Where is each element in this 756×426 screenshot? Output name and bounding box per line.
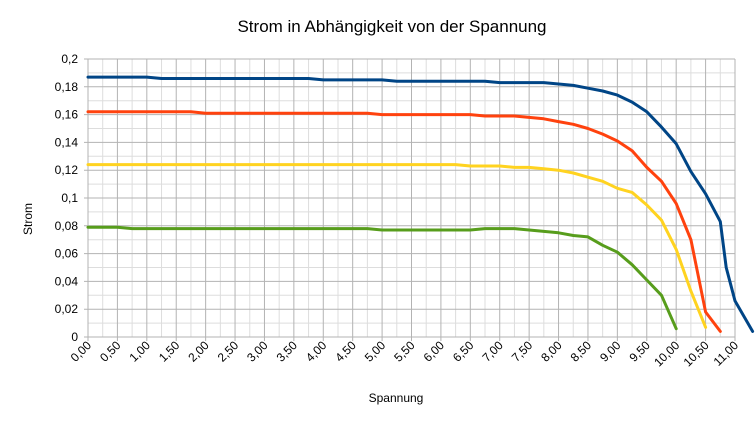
y-tick-label: 0,1 bbox=[61, 191, 78, 205]
x-tick-label: 4,00 bbox=[303, 338, 330, 365]
y-tick-label: 0,04 bbox=[55, 274, 79, 288]
series-line-3 bbox=[86, 163, 708, 329]
chart-title: Strom in Abhängigkeit von der Spannung bbox=[237, 17, 546, 36]
x-tick-label: 5,50 bbox=[391, 338, 418, 365]
y-tick-labels: 0 0,02 0,04 0,06 0,08 0,1 0,12 0,14 0,16 0,18 0,2 bbox=[55, 52, 79, 344]
x-tick-label: 11,00 bbox=[711, 338, 742, 369]
series-line-4 bbox=[86, 225, 678, 331]
x-tick-label: 10,50 bbox=[681, 338, 712, 369]
x-tick-label: 10,00 bbox=[651, 338, 682, 369]
major-gridlines bbox=[84, 58, 736, 341]
x-tick-label: 8,00 bbox=[538, 338, 565, 365]
series-line-2 bbox=[86, 110, 722, 333]
x-tick-label: 7,50 bbox=[509, 338, 536, 365]
x-tick-label: 1,50 bbox=[156, 338, 183, 365]
x-tick-label: 0,50 bbox=[97, 338, 124, 365]
x-tick-label: 2,50 bbox=[215, 338, 242, 365]
x-tick-label: 3,50 bbox=[274, 338, 301, 365]
x-tick-label: 1,00 bbox=[127, 338, 154, 365]
y-tick-label: 0 bbox=[71, 330, 78, 344]
x-tick-labels: 0,00 0,50 1,00 1,50 2,00 2,50 3,00 3,50 4,00 4,50… bbox=[68, 338, 742, 369]
series-line-1 bbox=[86, 75, 755, 333]
x-tick-label: 2,00 bbox=[185, 338, 212, 365]
x-tick-label: 9,00 bbox=[597, 338, 624, 365]
x-tick-label: 6,50 bbox=[450, 338, 477, 365]
x-tick-label: 4,50 bbox=[332, 338, 359, 365]
x-tick-label: 6,00 bbox=[421, 338, 448, 365]
x-tick-label: 8,50 bbox=[568, 338, 595, 365]
x-tick-label: 9,50 bbox=[626, 338, 653, 365]
y-tick-label: 0,14 bbox=[55, 135, 79, 149]
y-tick-label: 0,12 bbox=[55, 163, 79, 177]
y-tick-label: 0,2 bbox=[61, 52, 78, 66]
y-tick-label: 0,18 bbox=[55, 80, 79, 94]
x-tick-label: 7,00 bbox=[479, 338, 506, 365]
y-tick-label: 0,16 bbox=[55, 108, 79, 122]
x-axis-label: Spannung bbox=[369, 391, 424, 405]
series-layer bbox=[86, 75, 755, 333]
x-tick-label: 5,00 bbox=[362, 338, 389, 365]
y-tick-label: 0,06 bbox=[55, 247, 79, 261]
y-tick-label: 0,08 bbox=[55, 219, 79, 233]
x-tick-label: 3,00 bbox=[244, 338, 271, 365]
y-tick-label: 0,02 bbox=[55, 302, 79, 316]
y-axis-label: Strom bbox=[21, 203, 35, 235]
